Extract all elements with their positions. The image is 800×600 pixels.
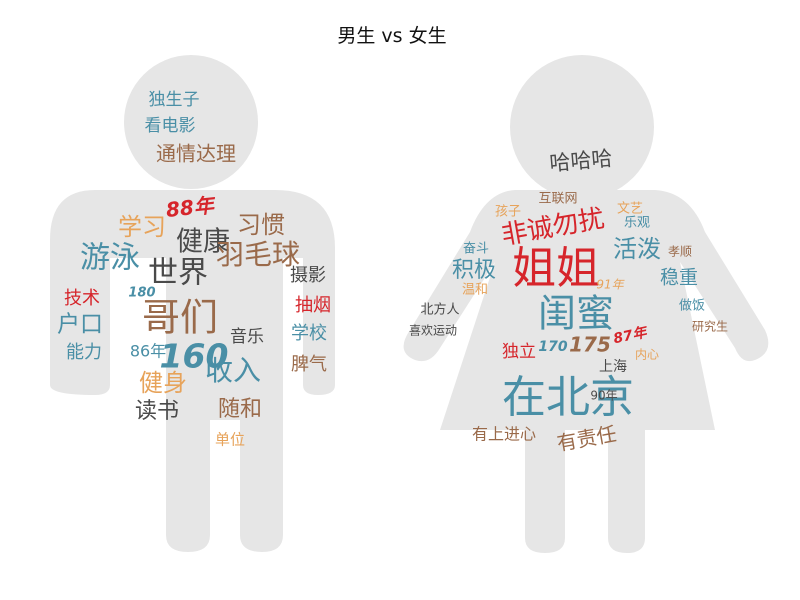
male-word: 世界 — [148, 256, 208, 291]
male-word: 习惯 — [237, 211, 285, 239]
male-silhouette — [50, 55, 335, 552]
male-word: 学习 — [118, 213, 166, 241]
female-word: 内心 — [635, 348, 659, 362]
female-word: 哈哈哈 — [548, 146, 613, 175]
female-word: 北方人 — [420, 302, 459, 318]
female-word: 91年 — [596, 278, 625, 292]
male-word: 能力 — [66, 342, 102, 363]
female-word: 在北京 — [502, 372, 634, 423]
female-word: 温和 — [462, 283, 488, 298]
male-word: 180 — [128, 286, 155, 301]
female-word: 姐姐 — [512, 243, 600, 294]
male-body — [50, 190, 335, 552]
male-word: 单位 — [215, 431, 245, 449]
male-word: 学校 — [291, 323, 327, 344]
female-word: 活泼 — [613, 235, 661, 263]
female-silhouette — [403, 55, 769, 553]
male-word: 健身 — [139, 369, 187, 397]
male-word: 羽毛球 — [216, 238, 300, 271]
female-word: 稳重 — [660, 267, 698, 289]
female-word: 独立 — [502, 342, 536, 362]
female-head — [510, 55, 654, 199]
female-word: 互联网 — [538, 192, 577, 207]
male-word: 健康 — [176, 227, 230, 258]
male-word: 摄影 — [290, 265, 326, 286]
female-word: 乐观 — [624, 216, 650, 231]
female-word: 文艺 — [617, 202, 643, 217]
female-word: 积极 — [452, 258, 496, 283]
male-word: 技术 — [64, 288, 100, 309]
female-word: 闺蜜 — [538, 292, 614, 336]
male-word: 户口 — [57, 312, 103, 338]
male-word: 脾气 — [291, 354, 327, 375]
chart-title: 男生 vs 女生 — [337, 25, 446, 47]
female-word: 喜欢运动 — [409, 323, 457, 338]
male-word: 音乐 — [230, 327, 264, 347]
male-word: 160 — [160, 337, 229, 376]
female-word: 90年 — [590, 389, 617, 403]
male-word: 收入 — [205, 354, 261, 387]
female-word: 做饭 — [679, 299, 705, 314]
female-word: 有上进心 — [472, 425, 536, 444]
male-word: 独生子 — [149, 90, 200, 110]
male-word: 看电影 — [145, 116, 196, 136]
male-word: 哥们 — [142, 296, 218, 340]
male-word: 读书 — [135, 399, 179, 424]
female-word: 研究生 — [692, 319, 728, 334]
female-word: 170 — [538, 339, 567, 355]
male-word: 随和 — [218, 397, 262, 422]
male-word: 88年 — [165, 193, 218, 222]
male-word: 游泳 — [80, 241, 140, 276]
male-word: 通情达理 — [156, 142, 236, 166]
male-word: 抽烟 — [295, 295, 331, 316]
female-word: 孩子 — [495, 205, 521, 220]
female-word: 175 — [569, 333, 611, 357]
female-word: 孝顺 — [668, 245, 692, 259]
female-word: 上海 — [599, 359, 627, 375]
male-head — [124, 55, 258, 189]
female-word: 奋斗 — [463, 242, 489, 257]
male-word: 86年 — [130, 342, 166, 361]
female-body — [403, 190, 769, 553]
